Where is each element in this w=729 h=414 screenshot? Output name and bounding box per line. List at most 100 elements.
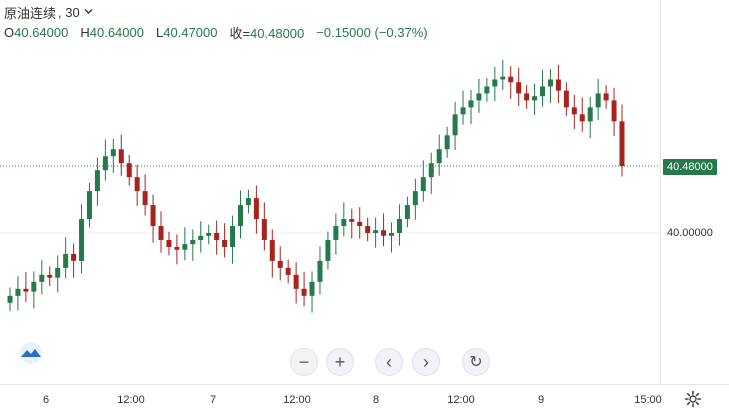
chevron-down-icon[interactable]	[84, 7, 93, 18]
candle-body	[540, 86, 546, 97]
candle-body	[381, 230, 387, 236]
candle-body	[412, 191, 418, 206]
candle-body	[404, 205, 410, 220]
candle-body	[55, 267, 61, 278]
price-tick-label: 40.00000	[667, 227, 713, 239]
close-label: 收=	[229, 25, 251, 41]
symbol-name[interactable]: 原油连续	[4, 5, 57, 21]
time-tick-label: 7	[209, 394, 217, 406]
time-tick-label: 12:00	[117, 394, 145, 406]
candle-body	[532, 96, 538, 101]
price-axis[interactable]: 40.48000 40.00000	[660, 0, 729, 384]
gear-icon[interactable]	[684, 390, 702, 408]
candle-body	[579, 114, 585, 122]
candle-body	[389, 233, 395, 236]
candle-body	[619, 121, 625, 166]
open-number: 40.64000	[14, 24, 69, 40]
tradingview-logo-icon[interactable]	[15, 342, 47, 364]
candle-body	[333, 226, 339, 240]
low-label: L	[155, 24, 164, 40]
candle-body	[150, 205, 156, 227]
candle-body	[190, 239, 196, 245]
candle-body	[349, 219, 355, 222]
candle-body	[373, 230, 379, 233]
candle-body	[555, 79, 561, 91]
zoom-out-button[interactable]: −	[290, 348, 318, 376]
candlestick-chart[interactable]	[0, 0, 660, 384]
zoom-in-button[interactable]: +	[326, 348, 354, 376]
candle-body	[86, 191, 92, 220]
reset-chart-button[interactable]: ↻	[462, 348, 490, 376]
candle-body	[230, 226, 236, 247]
time-tick-label: 6	[42, 394, 50, 406]
candle-body	[198, 235, 204, 240]
time-tick-label: 15:00	[634, 394, 662, 406]
high-number: 40.64000	[89, 24, 144, 40]
candle-body	[222, 239, 228, 247]
candle-body	[158, 226, 164, 240]
candle-body	[428, 163, 434, 178]
change-percent: (−0.37%)	[374, 24, 428, 40]
scroll-right-button[interactable]: ›	[412, 348, 440, 376]
low-value: L40.47000	[156, 25, 217, 40]
candle-body	[460, 107, 466, 115]
candle-body	[71, 253, 77, 261]
candle-body	[476, 93, 482, 101]
candle-body	[94, 170, 100, 192]
candle-body	[603, 93, 609, 101]
candle-body	[444, 135, 450, 150]
current-price-label: 40.48000	[663, 159, 717, 175]
candle-body	[261, 219, 267, 240]
candle-body	[396, 219, 402, 233]
candle-body	[508, 76, 514, 83]
candle-body	[357, 221, 363, 227]
candle-body	[102, 156, 108, 171]
candle-body	[595, 93, 601, 108]
change-number: −0.15000	[316, 24, 371, 40]
candle-body	[365, 226, 371, 233]
candle-body	[23, 288, 29, 292]
candle-body	[39, 274, 45, 282]
high-label: H	[80, 24, 90, 40]
candle-body	[47, 274, 53, 278]
candle-body	[524, 93, 530, 101]
candle-body	[110, 149, 116, 157]
candle-body	[325, 239, 331, 261]
candle-body	[309, 281, 315, 296]
candle-body	[436, 149, 442, 164]
open-value: O40.64000	[4, 25, 68, 40]
time-axis[interactable]: 6 12:00 7 12:00 8 12:00 9 15:00	[0, 384, 729, 414]
candle-body	[118, 149, 124, 164]
chart-navigation-toolbar: − + ‹ › ↻	[0, 348, 660, 378]
legend-title-row: 原油连续 , 30	[4, 2, 428, 22]
candle-body	[277, 260, 283, 268]
time-tick-label: 9	[537, 394, 545, 406]
candle-body	[166, 239, 172, 247]
candle-body	[31, 281, 37, 292]
candle-body	[253, 198, 259, 220]
candle-body	[142, 191, 148, 206]
time-tick-label: 12:00	[447, 394, 475, 406]
legend: 原油连续 , 30 O40.64000 H40.64000 L40.47000 …	[0, 0, 432, 44]
chart-area[interactable]: 原油连续 , 30 O40.64000 H40.64000 L40.47000 …	[0, 0, 660, 384]
interval-label[interactable]: , 30	[58, 4, 80, 20]
candle-body	[293, 274, 299, 289]
high-value: H40.64000	[80, 25, 144, 40]
candle-body	[7, 295, 13, 303]
scroll-left-button[interactable]: ‹	[375, 348, 403, 376]
time-tick-label: 12:00	[283, 394, 311, 406]
ohlc-values: O40.64000 H40.64000 L40.47000 收=40.48000…	[4, 22, 428, 42]
candle-body	[317, 260, 323, 282]
candle-body	[484, 86, 490, 94]
close-number: 40.48000	[250, 25, 305, 41]
candle-body	[134, 177, 140, 192]
candle-body	[206, 233, 212, 236]
candle-body	[237, 205, 243, 227]
candle-body	[587, 107, 593, 122]
candle-body	[468, 100, 474, 108]
candle-body	[563, 90, 569, 108]
candle-body	[452, 114, 458, 136]
candle-body	[79, 219, 85, 261]
candle-body	[214, 233, 220, 240]
candle-body	[301, 288, 307, 296]
